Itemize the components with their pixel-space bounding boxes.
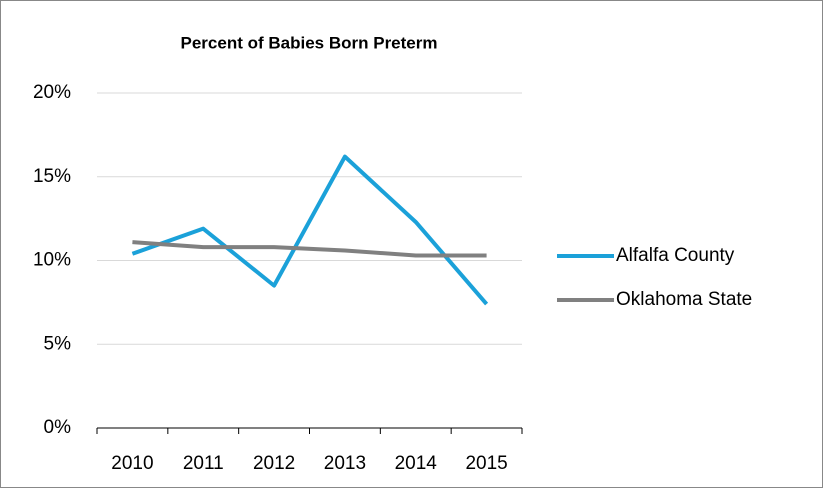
y-tick-label: 20% <box>33 82 71 103</box>
series-line <box>132 240 487 258</box>
series-line <box>131 154 489 306</box>
x-tick-label: 2014 <box>395 453 438 474</box>
y-tick-label: 15% <box>33 166 71 187</box>
legend-label: Oklahoma State <box>616 289 752 310</box>
x-tick-label: 2012 <box>253 453 295 474</box>
legend-label: Alfalfa County <box>616 245 735 266</box>
x-tick-label: 2010 <box>111 453 153 474</box>
x-tick-label: 2015 <box>465 453 507 474</box>
y-tick-label: 0% <box>44 417 72 438</box>
y-tick-label: 5% <box>44 333 72 354</box>
y-tick-label: 10% <box>33 250 71 271</box>
chart-title: Percent of Babies Born Preterm <box>181 33 438 52</box>
x-tick-label: 2013 <box>324 453 366 474</box>
x-tick-label: 2011 <box>183 453 224 474</box>
